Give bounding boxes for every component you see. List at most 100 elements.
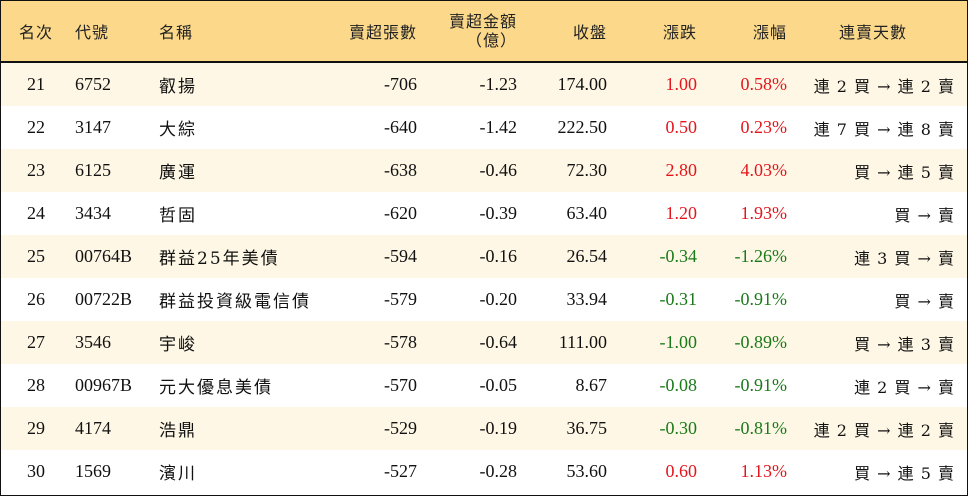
rank-cell: 25: [27, 246, 45, 266]
header-net-sell-lots: 賣超張數: [348, 23, 417, 42]
rank-cell: 30: [27, 461, 45, 481]
close-cell: 36.75: [566, 418, 608, 438]
name-cell: 宇峻: [159, 335, 197, 355]
consecutive-days-cell: 連 2 買 → 賣: [854, 377, 955, 397]
name-cell: 群益25年美債: [159, 249, 280, 269]
header-change: 漲跌: [662, 23, 697, 42]
consecutive-days-cell: 買 → 賣: [894, 205, 955, 225]
table-row: 30 1569 濱川 -527 -0.28 53.60 0.60 1.13% 買…: [1, 450, 967, 493]
change-cell: -0.08: [659, 375, 698, 395]
net-sell-lots-cell: -640: [384, 117, 417, 137]
change-cell: 1.00: [665, 74, 698, 94]
header-rank: 名次: [18, 23, 53, 42]
header-name: 名稱: [159, 23, 194, 42]
net-sell-amount-cell: -0.28: [479, 461, 518, 481]
header-code: 代號: [75, 23, 110, 42]
close-cell: 53.60: [566, 461, 608, 481]
code-cell: 6125: [75, 160, 111, 180]
change-cell: 0.60: [665, 461, 698, 481]
consecutive-days-cell: 買 → 連 3 賣: [854, 334, 955, 354]
code-cell: 4174: [75, 418, 111, 438]
table-row: 26 00722B 群益投資級電信債 -579 -0.20 33.94 -0.3…: [1, 278, 967, 321]
change-cell: 1.20: [665, 203, 698, 223]
consecutive-days-cell: 連 7 買 → 連 8 賣: [813, 119, 955, 139]
net-sell-lots-cell: -570: [384, 375, 417, 395]
table-row: 27 3546 宇峻 -578 -0.64 111.00 -1.00 -0.89…: [1, 321, 967, 364]
close-cell: 174.00: [557, 74, 608, 94]
consecutive-days-cell: 買 → 連 5 賣: [854, 162, 955, 182]
table-header: 名次 代號 名稱 賣超張數 賣超金額 （億） 收盤 漲跌 漲幅 連賣天數: [1, 1, 967, 63]
net-sell-amount-cell: -1.42: [479, 117, 518, 137]
code-cell: 00722B: [75, 289, 133, 309]
net-sell-lots-cell: -527: [384, 461, 417, 481]
header-net-sell-amount-unit: （億）: [465, 31, 517, 50]
code-cell: 3147: [75, 117, 111, 137]
net-sell-amount-cell: -0.39: [479, 203, 518, 223]
table-row: 22 3147 大綜 -640 -1.42 222.50 0.50 0.23% …: [1, 106, 967, 149]
name-cell: 大綜: [159, 120, 197, 140]
net-sell-lots-cell: -529: [384, 418, 417, 438]
change-cell: -0.34: [659, 246, 698, 266]
net-sell-amount-cell: -0.19: [479, 418, 518, 438]
close-cell: 26.54: [566, 246, 608, 266]
code-cell: 3546: [75, 332, 111, 352]
rank-cell: 23: [27, 160, 45, 180]
name-cell: 哲固: [159, 206, 197, 226]
change-cell: -0.30: [659, 418, 698, 438]
change-cell: 0.50: [665, 117, 698, 137]
change-cell: -1.00: [659, 332, 698, 352]
net-sell-amount-cell: -1.23: [479, 74, 518, 94]
close-cell: 8.67: [575, 375, 608, 395]
rank-cell: 29: [27, 418, 45, 438]
net-sell-amount-cell: -0.16: [479, 246, 518, 266]
net-sell-lots-cell: -579: [384, 289, 417, 309]
net-sell-lots-cell: -594: [384, 246, 417, 266]
header-net-sell-amount: 賣超金額 （億）: [421, 1, 517, 61]
net-sell-amount-cell: -0.05: [479, 375, 518, 395]
code-cell: 00764B: [75, 246, 133, 266]
net-sell-lots-cell: -638: [384, 160, 417, 180]
header-close: 收盤: [572, 23, 607, 42]
rank-cell: 24: [27, 203, 45, 223]
close-cell: 63.40: [566, 203, 608, 223]
header-consecutive-days: 連賣天數: [838, 23, 907, 42]
change-pct-cell: -1.26%: [734, 246, 788, 266]
code-cell: 1569: [75, 461, 111, 481]
table-row: 25 00764B 群益25年美債 -594 -0.16 26.54 -0.34…: [1, 235, 967, 278]
name-cell: 浩鼎: [159, 421, 197, 441]
change-cell: -0.31: [659, 289, 698, 309]
name-cell: 廣運: [159, 163, 197, 183]
consecutive-days-cell: 連 2 買 → 連 2 賣: [813, 76, 955, 96]
table-row: 23 6125 廣運 -638 -0.46 72.30 2.80 4.03% 買…: [1, 149, 967, 192]
rank-cell: 27: [27, 332, 45, 352]
net-sell-amount-cell: -0.64: [479, 332, 518, 352]
change-pct-cell: 0.58%: [740, 74, 788, 94]
rank-cell: 21: [27, 74, 45, 94]
close-cell: 222.50: [557, 117, 608, 137]
code-cell: 6752: [75, 74, 111, 94]
rank-cell: 26: [27, 289, 45, 309]
net-sell-amount-cell: -0.46: [479, 160, 518, 180]
close-cell: 33.94: [566, 289, 608, 309]
net-sell-lots-cell: -706: [384, 74, 417, 94]
name-cell: 叡揚: [159, 77, 197, 97]
close-cell: 111.00: [558, 332, 607, 352]
change-pct-cell: 1.93%: [740, 203, 788, 223]
change-pct-cell: -0.91%: [734, 375, 788, 395]
header-change-pct: 漲幅: [752, 23, 787, 42]
net-sell-lots-cell: -620: [384, 203, 417, 223]
change-pct-cell: -0.89%: [734, 332, 788, 352]
change-cell: 2.80: [665, 160, 698, 180]
change-pct-cell: -0.81%: [734, 418, 788, 438]
rank-cell: 22: [27, 117, 45, 137]
change-pct-cell: 4.03%: [740, 160, 788, 180]
net-sell-lots-cell: -578: [384, 332, 417, 352]
name-cell: 濱川: [159, 464, 197, 484]
table-row: 24 3434 哲固 -620 -0.39 63.40 1.20 1.93% 買…: [1, 192, 967, 235]
net-sell-amount-cell: -0.20: [479, 289, 518, 309]
table-row: 28 00967B 元大優息美債 -570 -0.05 8.67 -0.08 -…: [1, 364, 967, 407]
name-cell: 群益投資級電信債: [159, 292, 311, 312]
change-pct-cell: 0.23%: [740, 117, 788, 137]
consecutive-days-cell: 買 → 賣: [894, 291, 955, 311]
